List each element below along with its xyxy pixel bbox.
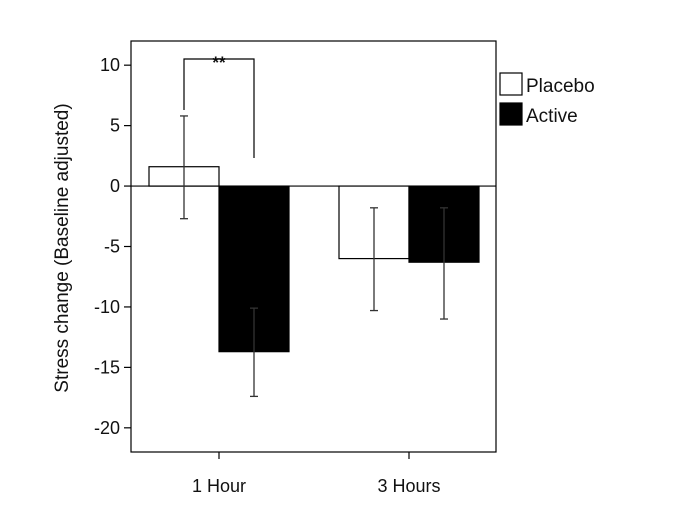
y-tick-label: -5 [104,237,120,257]
y-tick-label: -20 [94,418,120,438]
error-bars [180,115,448,398]
legend-swatch-active [499,102,523,126]
y-tick-label: 10 [100,55,120,75]
error-bar [440,207,448,320]
error-bar [250,307,258,398]
bars [148,166,480,353]
x-tick-label: 3 Hours [377,476,440,496]
y-tick-label: 5 [110,116,120,136]
y-axis: 10 5 0 -5 -10 -15 -20 [94,55,131,438]
x-tick-label: 1 Hour [192,476,246,496]
significance-bracket-line [183,58,255,159]
y-tick-label: -15 [94,357,120,377]
y-tick-label: 0 [110,176,120,196]
legend-label-active: Active [526,106,578,127]
y-tick-label: -10 [94,297,120,317]
error-bar [180,115,188,220]
legend-label-placebo: Placebo [526,76,595,97]
legend: Placebo Active [499,72,595,127]
error-bar [370,207,378,312]
legend-swatch-placebo [499,72,523,96]
y-axis-title: Stress change (Baseline adjusted) [52,103,73,392]
significance-label: ** [212,53,226,72]
x-axis: 1 Hour 3 Hours [192,452,441,496]
significance-bracket: ** [183,53,255,159]
